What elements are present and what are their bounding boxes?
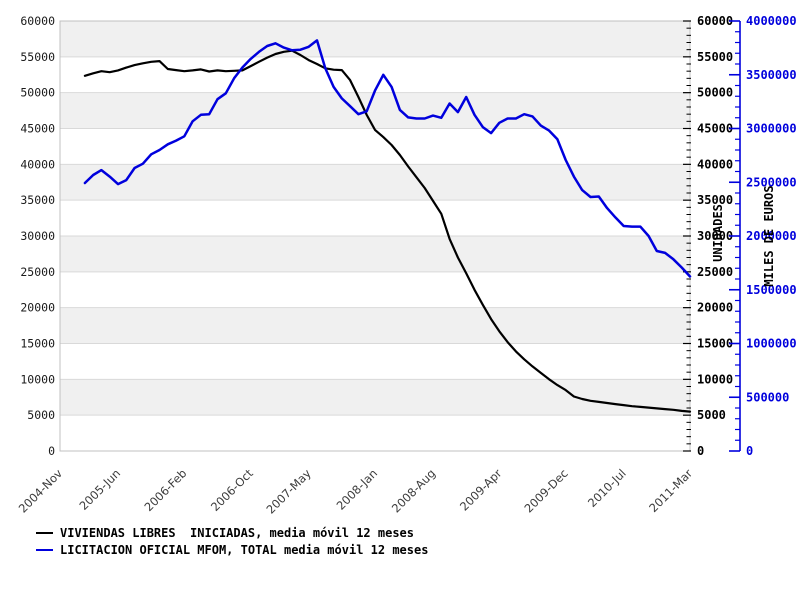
legend-blue-line-sample bbox=[36, 548, 53, 551]
svg-text:3500000: 3500000 bbox=[746, 68, 797, 82]
svg-text:50000: 50000 bbox=[697, 86, 733, 100]
svg-text:2010-Jul: 2010-Jul bbox=[585, 466, 629, 510]
svg-text:5000: 5000 bbox=[697, 408, 726, 422]
svg-text:15000: 15000 bbox=[20, 337, 55, 351]
svg-text:60000: 60000 bbox=[20, 14, 55, 28]
left-axis-labels: 6000055000500004500040000350003000025000… bbox=[20, 14, 55, 458]
svg-text:10000: 10000 bbox=[697, 372, 733, 386]
svg-text:45000: 45000 bbox=[20, 122, 55, 136]
svg-text:25000: 25000 bbox=[697, 265, 733, 279]
svg-text:35000: 35000 bbox=[20, 193, 55, 207]
svg-text:20000: 20000 bbox=[20, 301, 55, 315]
svg-text:2500000: 2500000 bbox=[746, 175, 797, 189]
svg-text:50000: 50000 bbox=[20, 86, 55, 100]
series-viviendas-line bbox=[83, 49, 692, 413]
svg-text:5000: 5000 bbox=[27, 408, 55, 422]
svg-text:2000000: 2000000 bbox=[746, 229, 797, 243]
legend: VIVIENDAS LIBRES INICIADAS, media móvil … bbox=[36, 524, 428, 558]
units-axis: 6000055000500004500040000350003000025000… bbox=[683, 14, 733, 458]
svg-text:10000: 10000 bbox=[20, 372, 55, 386]
svg-text:0: 0 bbox=[697, 444, 704, 458]
svg-text:30000: 30000 bbox=[20, 229, 55, 243]
svg-text:35000: 35000 bbox=[697, 193, 733, 207]
svg-text:0: 0 bbox=[48, 444, 55, 458]
svg-text:500000: 500000 bbox=[746, 390, 789, 404]
svg-text:60000: 60000 bbox=[697, 14, 733, 28]
svg-text:2004-Nov: 2004-Nov bbox=[16, 466, 66, 516]
svg-text:30000: 30000 bbox=[697, 229, 733, 243]
svg-text:40000: 40000 bbox=[20, 157, 55, 171]
svg-text:2011-Mar: 2011-Mar bbox=[646, 466, 695, 515]
svg-text:40000: 40000 bbox=[697, 157, 733, 171]
svg-text:4000000: 4000000 bbox=[746, 14, 797, 28]
x-axis-labels: 2004-Nov 2005-Jun 2006-Feb 2006-Oct 2007-May… bbox=[16, 466, 696, 517]
svg-text:2009-Dec: 2009-Dec bbox=[522, 466, 571, 515]
right-axis-title-miles-de-euros: MILES DE EUROS bbox=[762, 185, 776, 287]
svg-text:20000: 20000 bbox=[697, 301, 733, 315]
legend-label-viviendas: VIVIENDAS LIBRES INICIADAS, media móvil … bbox=[60, 525, 415, 540]
svg-text:55000: 55000 bbox=[697, 50, 733, 64]
svg-text:0: 0 bbox=[746, 444, 753, 458]
svg-text:25000: 25000 bbox=[20, 265, 55, 279]
svg-text:15000: 15000 bbox=[697, 337, 733, 351]
svg-text:2007-May: 2007-May bbox=[263, 466, 313, 516]
svg-text:45000: 45000 bbox=[697, 122, 733, 136]
right-axis-title-unidades: UNIDADES bbox=[711, 204, 725, 262]
svg-text:2005-Jun: 2005-Jun bbox=[76, 466, 123, 513]
svg-text:2008-Aug: 2008-Aug bbox=[389, 466, 438, 515]
legend-item-viviendas: VIVIENDAS LIBRES INICIADAS, media móvil … bbox=[36, 524, 428, 541]
svg-text:2006-Feb: 2006-Feb bbox=[142, 466, 190, 514]
svg-text:2008-Jan: 2008-Jan bbox=[334, 466, 381, 513]
svg-text:1000000: 1000000 bbox=[746, 337, 797, 351]
svg-text:3000000: 3000000 bbox=[746, 122, 797, 136]
svg-text:2009-Apr: 2009-Apr bbox=[457, 466, 505, 514]
svg-text:1500000: 1500000 bbox=[746, 283, 797, 297]
legend-item-licitacion: LICITACION OFICIAL MFOM, TOTAL media móv… bbox=[36, 541, 428, 558]
euros-axis: 4000000 3500000 3000000 2500000 2000000 15000… bbox=[729, 14, 797, 458]
legend-label-licitacion: LICITACION OFICIAL MFOM, TOTAL media móv… bbox=[60, 542, 429, 557]
svg-text:55000: 55000 bbox=[20, 50, 55, 64]
series-licitacion-line bbox=[83, 39, 692, 278]
svg-text:2006-Oct: 2006-Oct bbox=[208, 466, 256, 514]
plot-bands bbox=[60, 21, 690, 416]
legend-black-line-sample bbox=[36, 531, 53, 534]
